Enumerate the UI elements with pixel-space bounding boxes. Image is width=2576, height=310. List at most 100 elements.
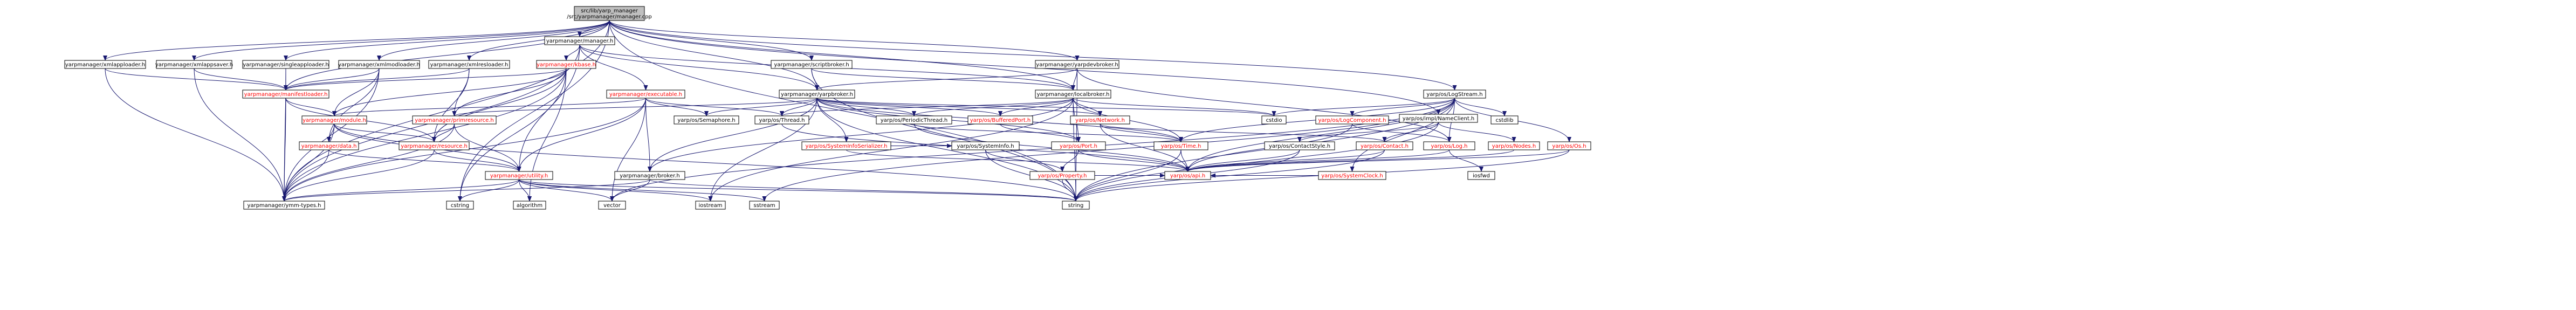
edge-systeminfo-to-property <box>985 149 1064 172</box>
node-time[interactable]: yarp/os/Time.h <box>1153 141 1208 150</box>
edge-xmlappsaver-to-manifestloader <box>194 68 288 91</box>
node-box <box>674 115 739 125</box>
node-os[interactable]: yarp/os/Os.h <box>1547 141 1591 150</box>
edge-network-to-contact <box>1100 123 1387 142</box>
edge-kbase-to-resource <box>432 68 567 142</box>
node-network[interactable]: yarp/os/Network.h <box>1070 115 1130 125</box>
node-systemclock[interactable]: yarp/os/SystemClock.h <box>1318 171 1386 180</box>
node-contactstyle[interactable]: yarp/os/ContactStyle.h <box>1264 141 1335 150</box>
node-yarpbroker[interactable]: yarpmanager/yarpbroker.h <box>779 89 855 99</box>
edge-root-to-namelient <box>609 20 1441 115</box>
node-thread[interactable]: yarp/os/Thread.h <box>754 115 809 125</box>
node-logstream[interactable]: yarp/os/LogStream.h <box>1423 89 1486 99</box>
node-yarpdevbroker[interactable]: yarpmanager/yarpdevbroker.h <box>1035 60 1119 69</box>
node-box <box>299 141 359 150</box>
edge-contact-to-api <box>1185 149 1385 172</box>
node-module[interactable]: yarpmanager/module.h <box>301 115 367 125</box>
edge-primresource-to-resource <box>432 123 455 142</box>
node-box <box>536 60 596 69</box>
node-xmlmodloader[interactable]: yarpmanager/xmlmodloader.h <box>338 60 420 69</box>
node-periodicthread[interactable]: yarp/os/PeriodicThread.h <box>876 115 952 125</box>
node-box <box>1315 115 1389 125</box>
node-algorithm[interactable]: algorithm <box>513 201 546 210</box>
node-property[interactable]: yarp/os/Property.h <box>1029 171 1095 180</box>
node-systeminfoserializer[interactable]: yarp/os/SystemInfoSerializer.h <box>801 141 891 150</box>
node-logcomponent[interactable]: yarp/os/LogComponent.h <box>1315 115 1389 125</box>
node-box <box>779 89 855 99</box>
node-namelient[interactable]: yarp/os/impl/NameClient.h <box>1399 114 1478 123</box>
node-broker[interactable]: yarpmanager/broker.h <box>614 171 685 180</box>
node-sstream[interactable]: sstream <box>749 201 780 210</box>
edge-yarpdevbroker-to-string <box>1074 68 1079 202</box>
node-contact[interactable]: yarp/os/Contact.h <box>1356 141 1413 150</box>
node-resource[interactable]: yarpmanager/resource.h <box>399 141 470 150</box>
node-label: iosfwd <box>1473 173 1490 179</box>
node-semaphore[interactable]: yarp/os/Semaphore.h <box>674 115 739 125</box>
edge-systeminfoserializer-to-api <box>846 149 1190 172</box>
node-systeminfo[interactable]: yarp/os/SystemInfo.h <box>951 141 1020 150</box>
edge-localbroker-to-broker <box>648 98 1074 172</box>
node-kbase[interactable]: yarpmanager/kbase.h <box>536 60 596 69</box>
node-box <box>1356 141 1413 150</box>
node-xmlapploader[interactable]: yarpmanager/xmlapploader.h <box>64 60 146 69</box>
edge-root-to-xmlapploader <box>103 20 610 61</box>
node-xmlresloader[interactable]: yarpmanager/xmlresloader.h <box>428 60 510 69</box>
node-bufferedport[interactable]: yarp/os/BufferedPort.h <box>967 115 1033 125</box>
node-cstdlib[interactable]: cstdlib <box>1490 115 1519 125</box>
node-box <box>1062 201 1090 210</box>
node-box <box>242 89 329 99</box>
edge-module-to-string <box>334 123 1078 202</box>
node-manifestloader[interactable]: yarpmanager/manifestloader.h <box>242 89 329 99</box>
node-label: yarpmanager/executable.h <box>609 92 682 98</box>
node-box <box>1423 89 1486 99</box>
node-primresource[interactable]: yarpmanager/primresource.h <box>412 115 497 125</box>
node-scriptbroker[interactable]: yarpmanager/scriptbroker.h <box>771 60 853 69</box>
node-box <box>749 201 780 210</box>
node-port[interactable]: yarp/os/Port.h <box>1051 141 1106 150</box>
node-nodes[interactable]: yarp/os/Nodes.h <box>1488 141 1540 150</box>
node-box <box>598 201 626 210</box>
node-root: src/lib/yarp_manager/src/yarpmanager/man… <box>567 6 652 21</box>
node-xmlappsaver[interactable]: yarpmanager/xmlappsaver.h <box>155 60 233 69</box>
node-iosfwd[interactable]: iosfwd <box>1467 171 1495 180</box>
node-manager_h[interactable]: yarpmanager/manager.h <box>544 36 615 45</box>
node-utility[interactable]: yarpmanager/utility.h <box>485 171 553 180</box>
node-box <box>64 60 146 69</box>
edge-kbase-to-module <box>332 68 567 116</box>
node-localbroker[interactable]: yarpmanager/localbroker.h <box>1035 89 1111 99</box>
node-data[interactable]: yarpmanager/data.h <box>299 141 359 150</box>
node-box <box>428 60 510 69</box>
node-box <box>695 201 726 210</box>
node-label: yarp/os/Semaphore.h <box>677 118 735 123</box>
node-box <box>1264 141 1335 150</box>
edge-yarpdevbroker-to-yarpbroker <box>815 68 1077 91</box>
edge-root-to-xmlappsaver <box>192 20 610 61</box>
node-label: yarpmanager/kbase.h <box>537 62 596 68</box>
node-box <box>544 36 615 45</box>
node-string[interactable]: string <box>1062 201 1090 210</box>
node-executable[interactable]: yarpmanager/executable.h <box>606 89 685 99</box>
edge-root-to-string <box>609 20 1078 202</box>
edge-broker-to-ymmtypes <box>282 179 650 202</box>
node-box <box>1070 115 1130 125</box>
edge-logstream-to-api <box>1185 98 1455 172</box>
node-box <box>614 171 685 180</box>
node-label: yarpmanager/manifestloader.h <box>244 92 328 98</box>
node-ymmtypes[interactable]: yarpmanager/ymm-types.h <box>243 201 325 210</box>
node-api[interactable]: yarp/os/api.h <box>1164 171 1211 180</box>
node-vector[interactable]: vector <box>598 201 626 210</box>
node-iostream[interactable]: iostream <box>695 201 726 210</box>
edge-os-to-api <box>1185 149 1570 172</box>
node-cstring[interactable]: cstring <box>446 201 474 210</box>
node-singleapploader[interactable]: yarpmanager/singleapploader.h <box>242 60 329 69</box>
edge-namelient-to-contactstyle <box>1297 122 1439 142</box>
node-log[interactable]: yarp/os/Log.h <box>1423 141 1475 150</box>
edge-logstream-to-logcomponent <box>1350 98 1455 116</box>
node-label: yarp/os/ContactStyle.h <box>1269 143 1330 149</box>
edge-data-to-utility <box>328 149 521 172</box>
node-box <box>876 115 952 125</box>
edge-manager_h-to-yarpbroker <box>579 44 819 91</box>
node-cstdio[interactable]: cstdio <box>1261 115 1287 125</box>
edge-manager_h-to-executable <box>579 44 648 91</box>
